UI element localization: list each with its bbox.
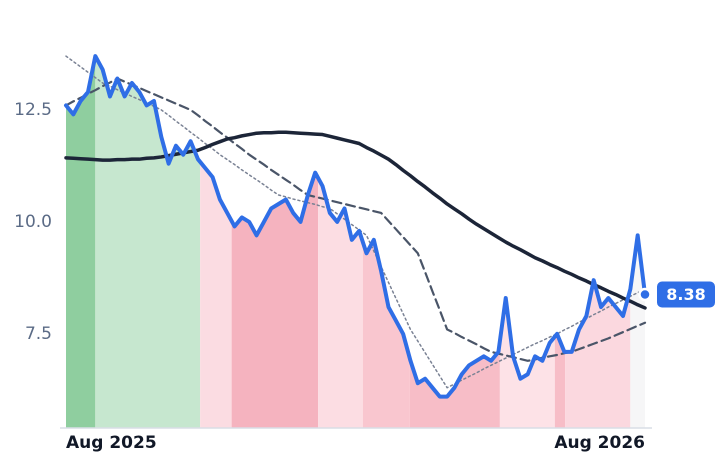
- region-band: [565, 56, 631, 428]
- region-band: [200, 56, 232, 428]
- series-line: [64, 77, 647, 362]
- series-line: [64, 54, 647, 399]
- region-band: [499, 56, 555, 428]
- region-band: [554, 56, 566, 428]
- series-line: [64, 130, 647, 310]
- series-line: [65, 55, 646, 389]
- shading: [66, 56, 645, 428]
- y-tick-label: 7.5: [25, 324, 52, 344]
- region-band: [66, 56, 96, 428]
- last-point: [638, 287, 652, 302]
- last-value-badge: [657, 281, 715, 308]
- last-value-label: 8.38: [666, 285, 705, 304]
- region-band: [630, 56, 645, 428]
- region-band: [231, 56, 319, 428]
- y-tick-label: 10.0: [14, 212, 52, 232]
- region-band: [362, 56, 410, 428]
- y-tick-label: 12.5: [14, 100, 52, 120]
- x-tick-label: Aug 2026: [554, 433, 645, 453]
- region-band: [318, 56, 363, 428]
- x-tick-label: Aug 2025: [66, 433, 157, 453]
